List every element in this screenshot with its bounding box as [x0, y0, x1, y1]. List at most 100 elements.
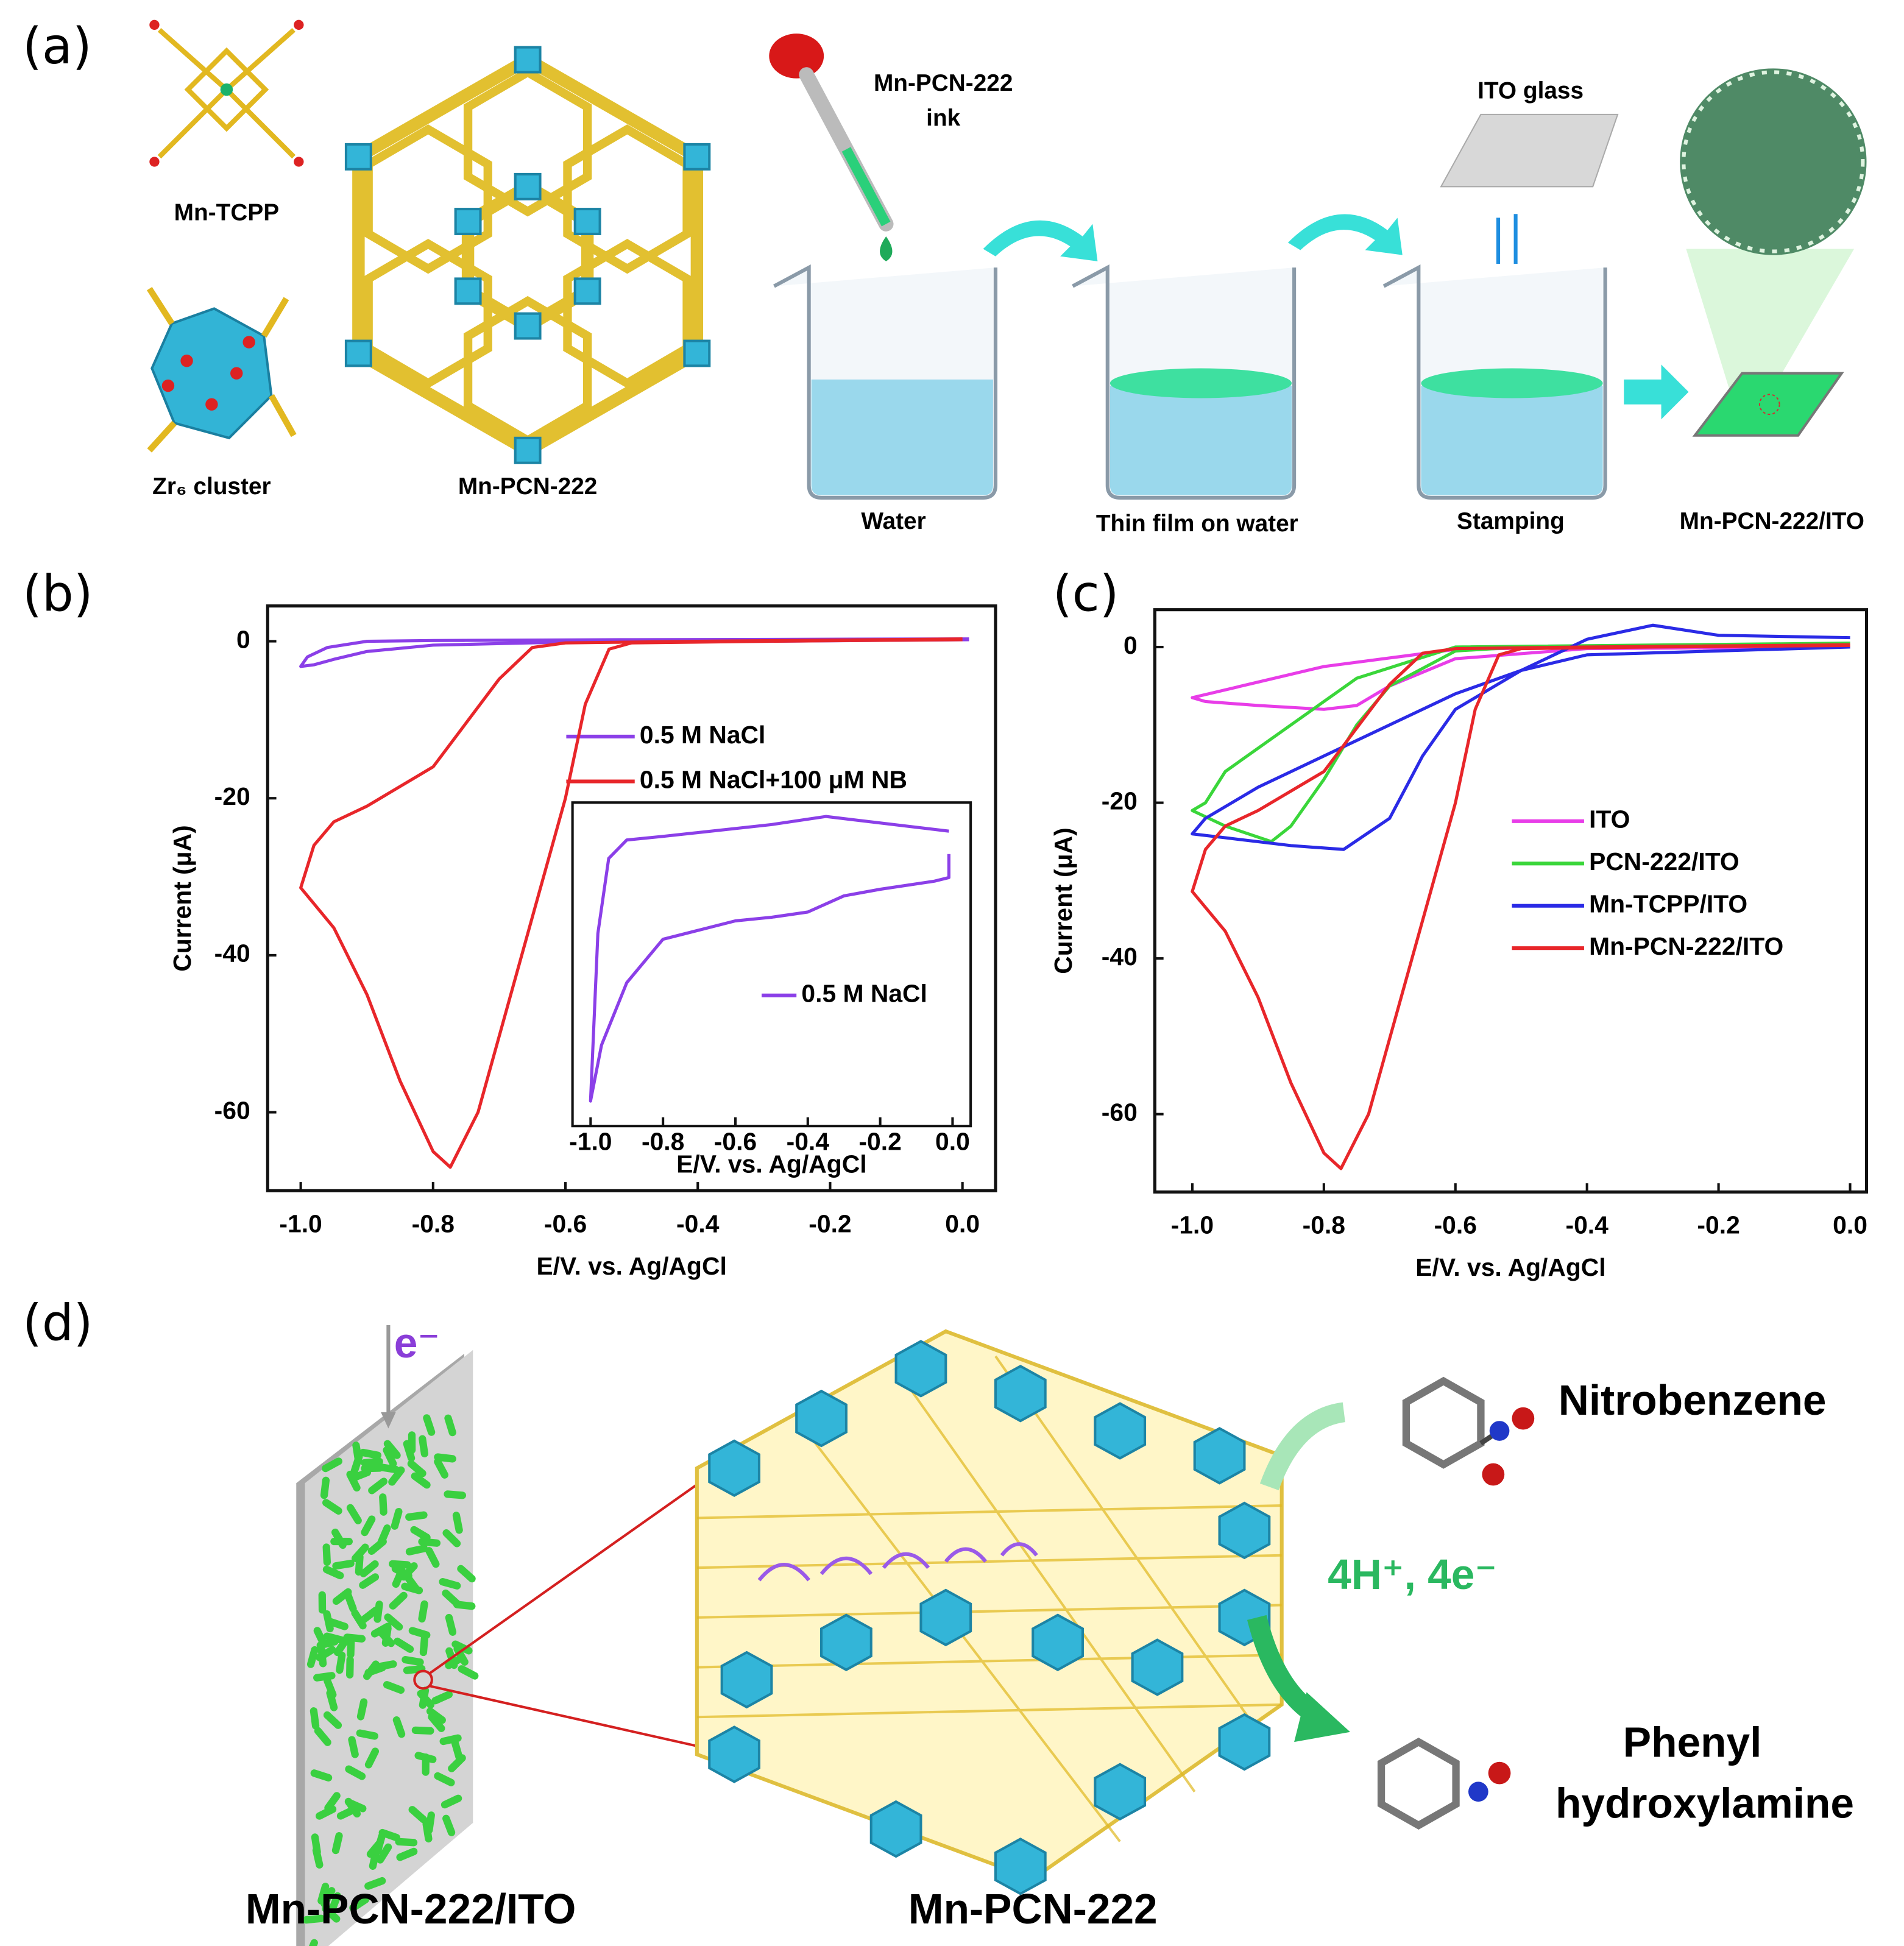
x-tick-label: -1.0 — [569, 1128, 612, 1156]
rod — [396, 1847, 418, 1861]
rod — [419, 1633, 429, 1657]
mof-node — [869, 1800, 922, 1858]
rod — [453, 1645, 469, 1666]
mof-node — [1094, 1763, 1147, 1821]
mof-node — [708, 1725, 761, 1783]
rod — [320, 1476, 330, 1499]
rod — [322, 1565, 344, 1580]
rod — [402, 1655, 424, 1666]
x-axis-label: E/V. vs. Ag/AgCl — [1415, 1253, 1605, 1281]
mof-node — [708, 1439, 761, 1498]
rod — [323, 1711, 342, 1729]
series-line — [1191, 623, 1850, 851]
rod — [439, 1578, 461, 1590]
x-tick-label: -0.2 — [858, 1128, 901, 1156]
rod — [428, 1713, 445, 1732]
rod — [434, 1772, 455, 1786]
rod — [344, 1591, 357, 1613]
label: 4H⁺, 4e⁻ — [1328, 1551, 1497, 1598]
rod — [359, 1573, 380, 1589]
beakers — [773, 264, 1607, 500]
rod — [316, 1805, 337, 1820]
rod — [355, 1553, 364, 1576]
series-line — [299, 637, 969, 668]
x-tick-label: -0.8 — [1303, 1211, 1345, 1239]
rod — [378, 1828, 400, 1842]
mof-node — [720, 1651, 773, 1709]
x-tick-label: -0.4 — [1566, 1211, 1609, 1239]
x-axis-label: E/V. vs. Ag/AgCl — [676, 1150, 866, 1178]
rod — [343, 1633, 366, 1643]
rod — [400, 1562, 418, 1581]
x-tick-label: 0.0 — [1833, 1211, 1867, 1239]
rod — [452, 1512, 463, 1534]
x-tick-label: -0.8 — [642, 1128, 684, 1156]
rod — [418, 1538, 441, 1547]
rod — [405, 1544, 428, 1555]
rod — [359, 1448, 382, 1459]
rod — [322, 1905, 341, 1923]
y-axis-label: Current (μA) — [168, 825, 196, 971]
y-tick-label: -60 — [214, 1096, 250, 1124]
series-line — [299, 637, 963, 1169]
mof-block — [695, 1329, 1284, 1895]
rod — [426, 1707, 446, 1724]
zr6-cluster — [146, 287, 297, 453]
mof-node — [1094, 1402, 1147, 1460]
rod — [448, 1754, 466, 1772]
molecules — [1377, 1376, 1535, 1830]
rod — [434, 1457, 448, 1479]
legend-label: 0.5 M NaCl — [801, 980, 927, 1008]
y-tick-label: 0 — [1124, 631, 1138, 659]
rod — [392, 1566, 406, 1588]
zoom-lines — [413, 1457, 735, 1756]
mn-tcpp-molecule — [149, 19, 304, 167]
rod — [441, 1794, 462, 1809]
rod — [322, 1499, 342, 1515]
x-tick-label: -0.6 — [1434, 1211, 1477, 1239]
y-tick-label: -40 — [1102, 943, 1138, 971]
rod — [351, 1609, 367, 1630]
ito-glass — [1440, 113, 1619, 264]
label: Mn-TCPP — [174, 200, 279, 226]
rod — [347, 1635, 355, 1658]
rod — [344, 1797, 361, 1818]
rod — [317, 1883, 330, 1905]
rod — [444, 1414, 456, 1437]
rod — [364, 1747, 380, 1769]
rod — [346, 1504, 362, 1524]
rod — [361, 1457, 383, 1467]
rod — [359, 1607, 380, 1624]
label: hydroxylamine — [1555, 1780, 1854, 1827]
rod — [356, 1698, 368, 1721]
rod — [367, 1538, 387, 1555]
rod — [356, 1729, 378, 1740]
label: Mn-PCN-222 — [458, 473, 598, 500]
rod — [349, 1468, 372, 1482]
rod — [361, 1515, 376, 1537]
legend-label: 0.5 M NaCl — [640, 721, 765, 749]
x-tick-label: -0.6 — [544, 1209, 587, 1237]
rod — [327, 1618, 349, 1630]
rod — [457, 1565, 476, 1583]
rod — [345, 1765, 366, 1780]
rod — [320, 1887, 336, 1908]
rod — [323, 1632, 345, 1644]
rod — [348, 1736, 359, 1758]
rod — [384, 1613, 403, 1631]
mof-node — [1218, 1501, 1271, 1560]
rod — [368, 1477, 388, 1495]
rod — [316, 1638, 339, 1649]
rod — [434, 1453, 456, 1463]
rod — [312, 1846, 324, 1869]
rod — [425, 1547, 440, 1568]
rod — [403, 1665, 426, 1674]
rod — [316, 1646, 336, 1661]
rod — [324, 1677, 337, 1699]
label: Thin film on water — [1096, 511, 1298, 537]
rod — [310, 1707, 320, 1730]
rod — [314, 1727, 331, 1746]
x-tick-label: -0.4 — [676, 1209, 720, 1237]
rod — [445, 1613, 457, 1636]
y-tick-label: 0 — [236, 625, 250, 653]
